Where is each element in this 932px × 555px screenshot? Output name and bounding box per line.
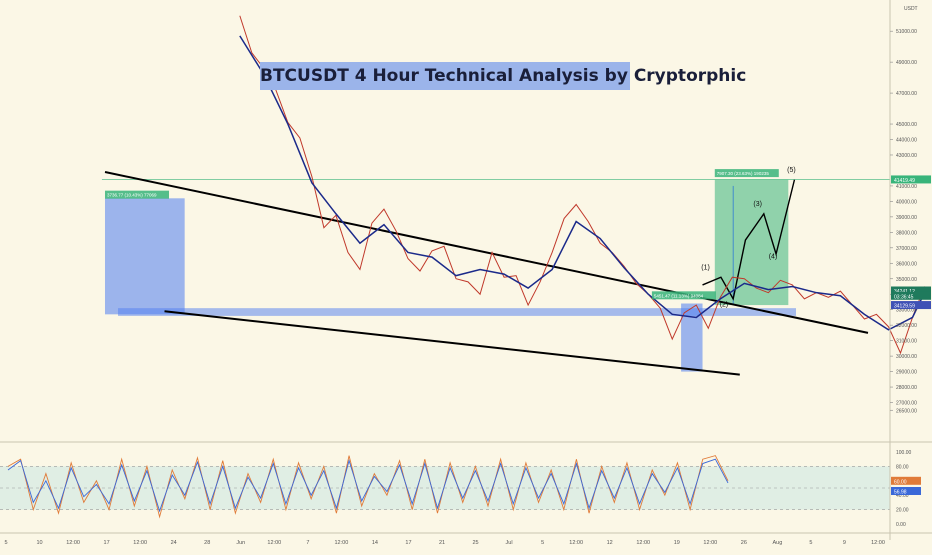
indicator-tick-label: 100.00 bbox=[896, 450, 912, 456]
measure-label-left-bg bbox=[104, 190, 169, 199]
y-tick-label: 31000.00 bbox=[896, 339, 917, 345]
x-tick-label: 12:00 bbox=[569, 540, 583, 546]
y-tick-label: 28000.00 bbox=[896, 385, 917, 391]
x-tick-label: 21 bbox=[439, 540, 445, 546]
y-tick-label: 29000.00 bbox=[896, 370, 917, 376]
consolidation-zone bbox=[104, 198, 185, 315]
indicator-line bbox=[7, 458, 729, 513]
x-tick-label: 10 bbox=[36, 540, 42, 546]
x-tick-label: Jun bbox=[236, 540, 245, 546]
y-tick-label: 27000.00 bbox=[896, 401, 917, 407]
indicator-value-tag: 56.98 bbox=[894, 490, 907, 496]
y-tick-label: 49000.00 bbox=[896, 60, 917, 66]
countdown-tag-bg bbox=[891, 291, 931, 300]
wave-label: (2) bbox=[720, 302, 729, 309]
countdown-tag: 03:36:45 bbox=[894, 294, 914, 300]
price-line bbox=[239, 15, 925, 355]
x-tick-label: 12:00 bbox=[703, 540, 717, 546]
indicator-tick-label: 20.00 bbox=[896, 508, 909, 514]
y-tick-label: 26500.00 bbox=[896, 408, 917, 414]
price-scale-label: USDT bbox=[904, 6, 918, 12]
x-tick-label: 19 bbox=[674, 540, 680, 546]
y-tick-label: 40000.00 bbox=[896, 199, 917, 205]
lower-trend-line bbox=[164, 310, 740, 376]
wave-label: (4) bbox=[769, 254, 778, 261]
x-tick-label: 9 bbox=[843, 540, 846, 546]
measure-label-left: 3736.77 (10.43%) 77069 bbox=[107, 193, 157, 198]
moving-average-line bbox=[239, 35, 926, 331]
x-tick-label: 26 bbox=[741, 540, 747, 546]
x-tick-label: 17 bbox=[104, 540, 110, 546]
indicator-value-bg bbox=[891, 487, 921, 495]
y-tick-label: 33000.00 bbox=[896, 308, 917, 314]
series bbox=[7, 15, 926, 519]
support-zone bbox=[118, 308, 796, 316]
x-tick-label: 5 bbox=[4, 540, 7, 546]
wave-projection-path bbox=[702, 179, 796, 301]
y-tick-label: 44000.00 bbox=[896, 138, 917, 144]
measure-label-mid: 5451.47 (11.13%) 94084 bbox=[654, 293, 704, 298]
y-tick-label: 32000.00 bbox=[896, 323, 917, 329]
y-tick-label: 45000.00 bbox=[896, 122, 917, 128]
y-tick-label: 47000.00 bbox=[896, 91, 917, 97]
support-price-tag: 34129.59 bbox=[894, 304, 915, 310]
x-tick-label: 7 bbox=[306, 540, 309, 546]
target-price-tag: 41419.49 bbox=[894, 178, 915, 184]
measure-label-target-bg bbox=[714, 169, 779, 178]
trend-lines bbox=[104, 171, 869, 376]
measure-label-mid-bg bbox=[651, 291, 716, 300]
indicator-tick-label: 40.00 bbox=[896, 493, 909, 499]
indicator-tick-label: 80.00 bbox=[896, 464, 909, 470]
measure-label-target: 7907.30 (23.63%) 190235 bbox=[717, 171, 770, 176]
x-tick-label: 25 bbox=[472, 540, 478, 546]
x-tick-label: Jul bbox=[506, 540, 513, 546]
x-tick-label: 12:00 bbox=[133, 540, 147, 546]
x-tick-label: 17 bbox=[405, 540, 411, 546]
y-tick-label: 37000.00 bbox=[896, 246, 917, 252]
x-tick-label: 12:00 bbox=[66, 540, 80, 546]
indicator-value-tag: 60.00 bbox=[894, 479, 907, 485]
x-tick-label: 5 bbox=[541, 540, 544, 546]
chart-title: BTCUSDT 4 Hour Technical Analysis by Cry… bbox=[260, 62, 746, 90]
x-tick-label: 28 bbox=[204, 540, 210, 546]
current-price-tag-bg bbox=[891, 286, 931, 295]
x-tick-label: 5 bbox=[809, 540, 812, 546]
y-tick-label: 41000.00 bbox=[896, 184, 917, 190]
x-tick-label: 12 bbox=[607, 540, 613, 546]
y-tick-label: 36000.00 bbox=[896, 261, 917, 267]
labels: 34241.1203:36:4534129.5941419.4960.0056.… bbox=[104, 167, 931, 496]
indicator-value-bg bbox=[891, 476, 921, 485]
wave-label: (1) bbox=[701, 264, 710, 271]
y-tick-label: 30000.00 bbox=[896, 354, 917, 360]
y-tick-label: 43000.00 bbox=[896, 153, 917, 159]
x-tick-label: Aug bbox=[772, 540, 782, 546]
zones bbox=[101, 179, 890, 372]
y-tick-label: 39000.00 bbox=[896, 215, 917, 221]
y-tick-label: 51000.00 bbox=[896, 29, 917, 35]
wave-label: (5) bbox=[787, 167, 796, 174]
y-tick-label: 35000.00 bbox=[896, 277, 917, 283]
support-price-tag-bg bbox=[891, 301, 931, 310]
indicator-tick-label: 0.00 bbox=[896, 522, 906, 528]
x-tick-label: 12:00 bbox=[871, 540, 885, 546]
y-tick-label: 38000.00 bbox=[896, 230, 917, 236]
upper-trend-line bbox=[104, 171, 869, 334]
breakout-zone bbox=[681, 303, 703, 372]
x-tick-label: 12:00 bbox=[335, 540, 349, 546]
x-tick-label: 12:00 bbox=[636, 540, 650, 546]
x-tick-label: 24 bbox=[171, 540, 177, 546]
target-price-tag-bg bbox=[891, 175, 931, 184]
wave-label: (3) bbox=[753, 201, 762, 208]
x-tick-label: 14 bbox=[372, 540, 378, 546]
x-tick-label: 12:00 bbox=[267, 540, 281, 546]
